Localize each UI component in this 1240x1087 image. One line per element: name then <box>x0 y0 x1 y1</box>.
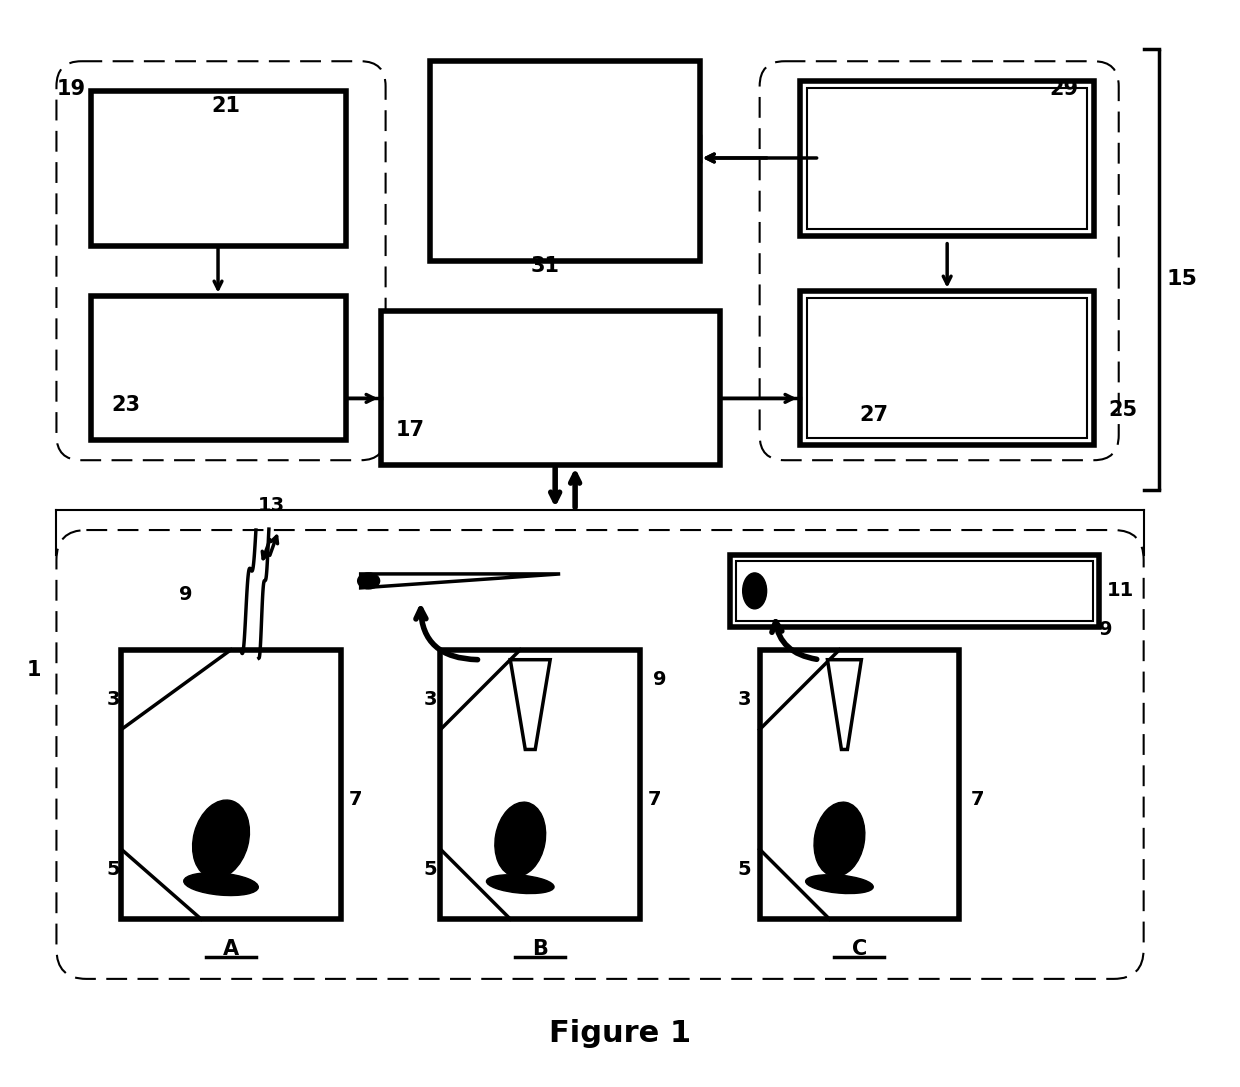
Ellipse shape <box>486 875 554 894</box>
Ellipse shape <box>192 800 249 878</box>
Text: 1: 1 <box>26 660 41 679</box>
Text: 7: 7 <box>348 790 362 809</box>
Text: 5: 5 <box>424 860 438 878</box>
Text: B: B <box>532 939 548 959</box>
Polygon shape <box>827 660 862 749</box>
Text: 11: 11 <box>1107 582 1135 600</box>
Text: 5: 5 <box>738 860 751 878</box>
Ellipse shape <box>357 573 379 589</box>
Text: 13: 13 <box>258 496 284 515</box>
Bar <box>440 650 640 919</box>
Ellipse shape <box>184 873 258 896</box>
Text: 27: 27 <box>859 405 888 425</box>
Bar <box>92 91 346 246</box>
Bar <box>381 311 719 465</box>
Ellipse shape <box>806 875 873 894</box>
Bar <box>806 298 1086 438</box>
Bar <box>122 650 341 919</box>
Text: 5: 5 <box>107 860 120 878</box>
Ellipse shape <box>743 573 766 609</box>
Polygon shape <box>511 660 551 749</box>
Text: 7: 7 <box>649 790 662 809</box>
Bar <box>800 290 1094 446</box>
Text: 25: 25 <box>1109 400 1138 421</box>
Text: 31: 31 <box>531 255 559 276</box>
Text: 21: 21 <box>211 96 241 116</box>
Text: A: A <box>223 939 239 959</box>
Text: 3: 3 <box>424 690 438 709</box>
Text: 9: 9 <box>1099 621 1112 639</box>
Bar <box>800 82 1094 236</box>
Ellipse shape <box>495 802 546 876</box>
Bar <box>92 296 346 440</box>
Text: 9: 9 <box>180 586 193 604</box>
Text: 3: 3 <box>738 690 751 709</box>
Text: 7: 7 <box>971 790 983 809</box>
Bar <box>760 650 959 919</box>
Text: 15: 15 <box>1167 268 1198 289</box>
Bar <box>735 561 1092 621</box>
Text: 17: 17 <box>396 421 424 440</box>
Bar <box>729 555 1099 627</box>
Ellipse shape <box>813 802 864 876</box>
Bar <box>806 88 1086 228</box>
Text: Figure 1: Figure 1 <box>549 1019 691 1048</box>
Bar <box>430 61 699 261</box>
Text: 3: 3 <box>107 690 120 709</box>
Text: 19: 19 <box>57 79 86 99</box>
Text: 23: 23 <box>112 396 140 415</box>
Text: 29: 29 <box>1049 79 1078 99</box>
Text: 9: 9 <box>653 671 667 689</box>
Text: C: C <box>852 939 867 959</box>
Polygon shape <box>361 574 560 588</box>
